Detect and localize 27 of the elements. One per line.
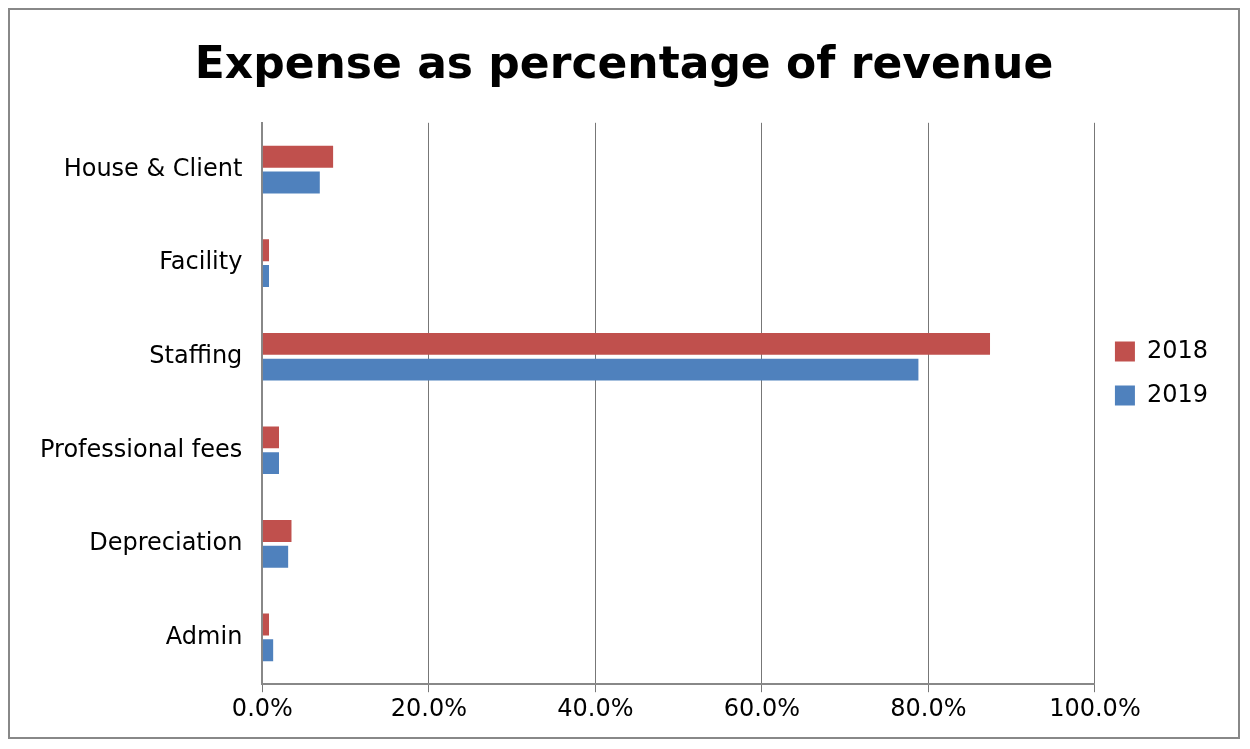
x-tick-label: 40.0% [557, 693, 634, 722]
bar [262, 265, 270, 287]
legend-label: 2019 [1146, 379, 1208, 408]
x-tick-label: 20.0% [390, 693, 467, 722]
y-tick-label: Professional fees [39, 434, 243, 463]
bar [262, 239, 270, 262]
y-tick-label: House & Client [63, 153, 243, 182]
bar [262, 639, 274, 662]
x-tick-label: 0.0% [231, 693, 293, 722]
bar [262, 426, 279, 449]
bar [262, 452, 279, 475]
y-tick-label: Staffing [149, 340, 243, 369]
bar [262, 613, 270, 636]
legend-label: 2018 [1146, 335, 1208, 364]
bar [262, 171, 320, 194]
y-tick-label: Depreciation [89, 528, 243, 557]
bar [262, 145, 334, 168]
x-tick-label: 80.0% [890, 693, 967, 722]
y-tick-label: Facility [159, 247, 243, 276]
bar [262, 358, 919, 381]
bar [262, 545, 289, 568]
x-tick-label: 60.0% [723, 693, 801, 722]
bar [262, 520, 292, 542]
chart-title: Expense as percentage of revenue [194, 36, 1054, 88]
bar [262, 332, 991, 355]
x-tick-label: 100.0% [1049, 693, 1141, 722]
y-tick-label: Admin [165, 621, 243, 650]
